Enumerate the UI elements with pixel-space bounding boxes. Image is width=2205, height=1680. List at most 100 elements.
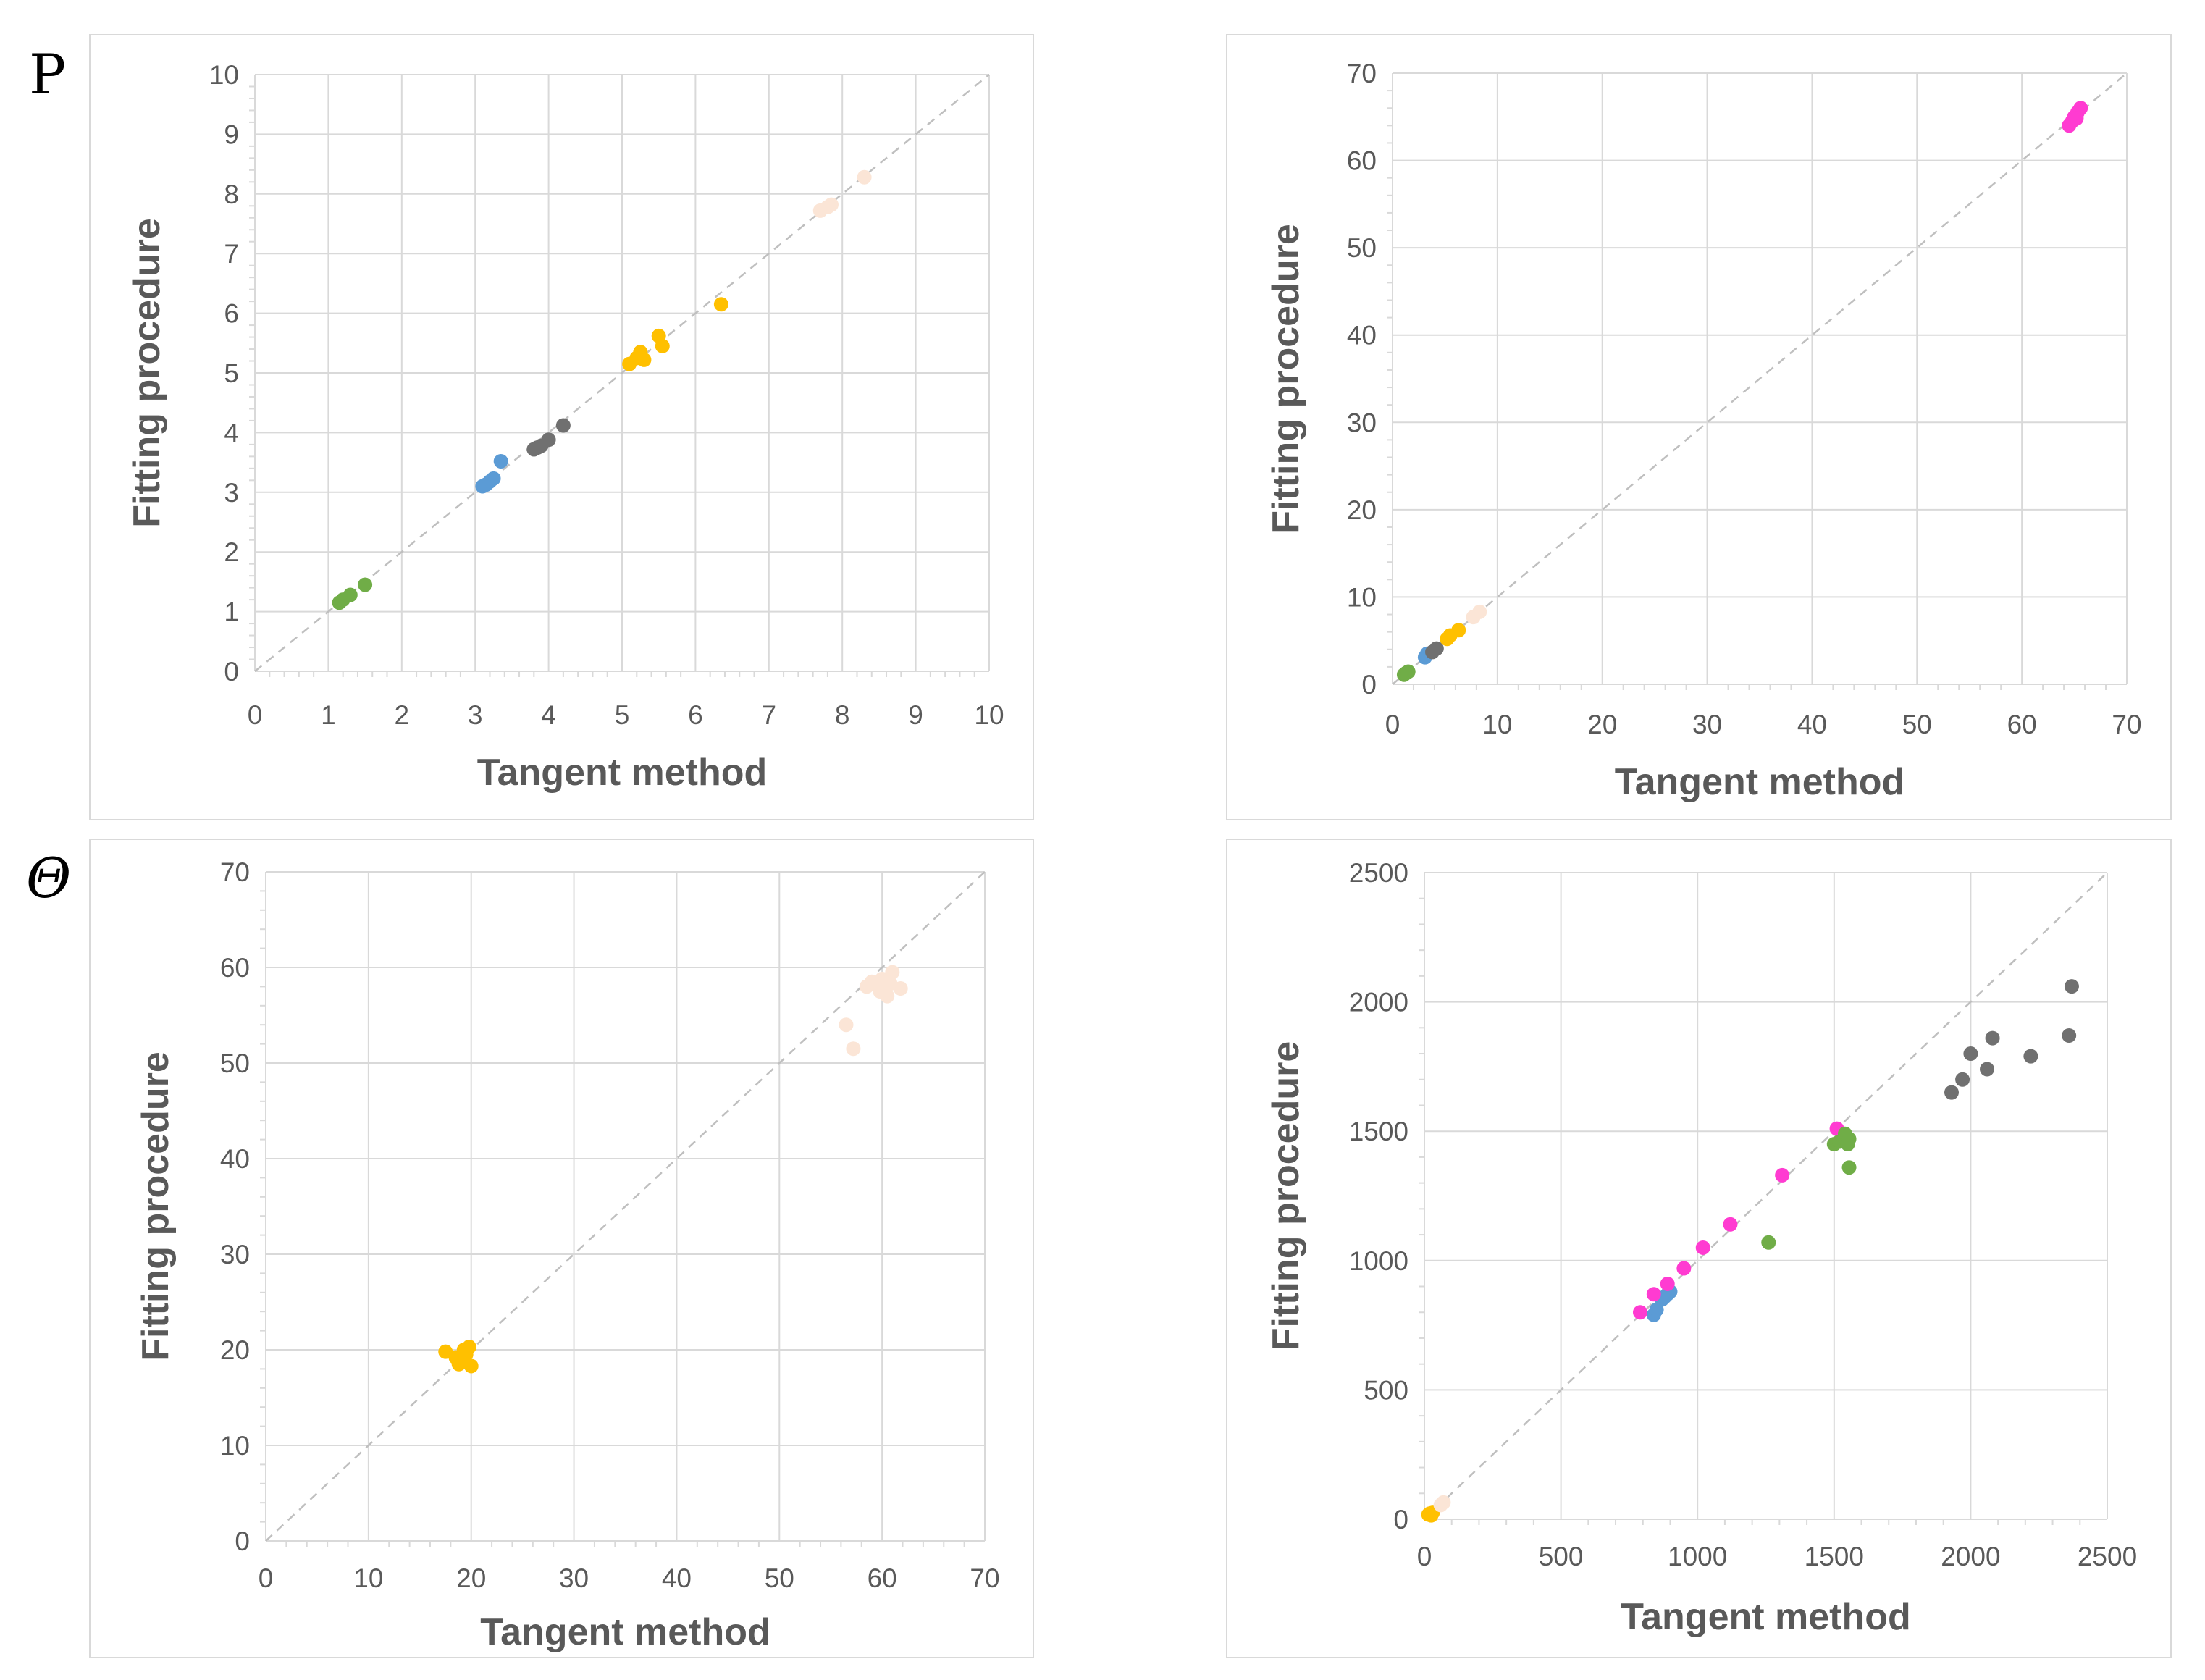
y-tick-label: 1	[224, 597, 239, 627]
y-tick-label: 20	[1347, 495, 1377, 525]
y-tick-label: 0	[235, 1526, 250, 1556]
data-point-gray	[1955, 1072, 1970, 1087]
x-tick-label: 0	[1417, 1542, 1432, 1571]
y-tick-label: 30	[1347, 408, 1377, 437]
x-tick-label: 30	[559, 1563, 589, 1593]
identity-diagonal-line	[1424, 872, 2108, 1520]
data-point-gray	[1980, 1062, 1995, 1077]
data-point-gray	[555, 418, 571, 433]
data-point-gray	[1963, 1046, 1978, 1062]
y-axis-title: Fitting procedure	[126, 218, 168, 528]
data-point-pink	[1632, 1305, 1647, 1320]
y-tick-label: 20	[220, 1335, 250, 1365]
y-tick-label: 3	[224, 478, 239, 508]
data-point-peach	[857, 169, 872, 185]
y-tick-label: 5	[224, 358, 239, 388]
y-tick-label: 40	[220, 1144, 250, 1174]
y-tick-label: 10	[1347, 582, 1377, 612]
data-point-peach	[823, 197, 839, 212]
chart-4: 0 500 1000 1500 2000 2500 0 500 1000 1500 2000 2500…	[1265, 858, 2137, 1638]
x-tick-label: 60	[868, 1563, 897, 1593]
identity-diagonal-line	[254, 74, 990, 672]
y-tick-label: 70	[220, 857, 250, 887]
x-tick-label: 5	[615, 700, 630, 730]
data-point-pink	[1775, 1167, 1790, 1183]
x-tick-label: 70	[970, 1563, 999, 1593]
x-tick-label: 40	[662, 1563, 692, 1593]
x-tick-label: 1500	[1805, 1542, 1864, 1571]
chart-panel-bottom-right: 0 500 1000 1500 2000 2500 0 500 1000 1500 2000 2500…	[1226, 839, 2172, 1658]
data-point-green	[358, 577, 373, 592]
chart-3: 0 10 20 30 40 50 60 70 0 10 20 30 40 50 60 70 Tangent me…	[135, 857, 1000, 1653]
data-point-peach	[883, 976, 898, 991]
y-tick-label: 50	[220, 1049, 250, 1078]
data-point-gray	[1985, 1030, 2000, 1046]
x-tick-label: 2	[395, 700, 410, 730]
data-point-orange	[637, 352, 652, 367]
data-point-gray	[1944, 1085, 1959, 1100]
data-point-gray	[2023, 1049, 2038, 1064]
y-tick-label: 70	[1347, 59, 1377, 88]
x-axis-title: Tangent method	[480, 1611, 770, 1653]
y-tick-label: 10	[220, 1431, 250, 1461]
data-point-orange	[463, 1358, 479, 1374]
x-tick-label: 2000	[1941, 1542, 2000, 1571]
x-tick-label: 2500	[2078, 1542, 2137, 1571]
data-point-green	[1841, 1160, 1857, 1175]
data-point-pink	[1723, 1217, 1738, 1232]
data-point-peach	[839, 1017, 854, 1033]
x-tick-label: 10	[974, 700, 1004, 730]
x-tick-label: 8	[835, 700, 850, 730]
x-axis-title: Tangent method	[477, 752, 768, 794]
data-point-pink	[1646, 1287, 1661, 1302]
x-tick-label: 3	[468, 700, 483, 730]
x-tick-label: 4	[541, 700, 556, 730]
x-axis-title: Tangent method	[1615, 761, 1905, 803]
y-tick-label: 7	[224, 239, 239, 269]
row-label-theta: Θ	[26, 846, 72, 910]
x-tick-label: 70	[2112, 710, 2141, 739]
y-tick-label: 10	[209, 60, 239, 90]
x-tick-label: 1	[321, 700, 336, 730]
data-point-green	[1841, 1131, 1857, 1146]
x-tick-label: 50	[765, 1563, 794, 1593]
x-tick-label: 7	[762, 700, 777, 730]
data-point-orange	[713, 297, 728, 312]
data-point-pink	[2069, 111, 2084, 126]
x-tick-label: 1000	[1668, 1542, 1727, 1571]
x-tick-label: 9	[908, 700, 923, 730]
row-label-p: P	[29, 42, 67, 106]
y-tick-label: 8	[224, 180, 239, 209]
y-tick-label: 0	[224, 657, 239, 686]
data-point-peach	[1436, 1495, 1451, 1510]
y-tick-label: 60	[1347, 146, 1377, 176]
data-point-peach	[873, 984, 888, 999]
chart-panel-top-right: 0 10 20 30 40 50 60 70 0 10 20 30 40 50 60 70 Tangent me…	[1226, 34, 2172, 820]
data-point-orange	[461, 1340, 476, 1355]
data-point-peach	[846, 1041, 861, 1057]
y-tick-label: 6	[224, 299, 239, 329]
data-point-blue	[486, 471, 501, 486]
y-axis-title: Fitting procedure	[135, 1051, 177, 1361]
data-point-gray	[1429, 641, 1444, 656]
y-tick-label: 30	[220, 1240, 250, 1269]
data-point-pink	[1695, 1240, 1710, 1255]
data-point-green	[343, 587, 358, 602]
x-tick-label: 10	[1482, 710, 1512, 739]
y-tick-label: 2	[224, 537, 239, 567]
data-point-green	[1761, 1235, 1776, 1250]
x-tick-label: 50	[1902, 710, 1932, 739]
identity-diagonal-line	[1392, 72, 2128, 685]
y-tick-label: 0	[1361, 670, 1377, 700]
x-tick-label: 0	[259, 1563, 274, 1593]
data-point-orange	[655, 338, 670, 353]
y-tick-label: 60	[220, 953, 250, 983]
x-tick-label: 40	[1797, 710, 1827, 739]
data-point-orange	[451, 1356, 466, 1372]
data-point-green	[1400, 664, 1416, 679]
y-tick-label: 0	[1393, 1505, 1408, 1534]
y-tick-label: 50	[1347, 233, 1377, 263]
y-tick-label: 9	[224, 119, 239, 149]
chart-panel-bottom-left: 0 10 20 30 40 50 60 70 0 10 20 30 40 50 60 70 Tangent me…	[89, 839, 1034, 1658]
y-tick-label: 4	[224, 418, 239, 448]
